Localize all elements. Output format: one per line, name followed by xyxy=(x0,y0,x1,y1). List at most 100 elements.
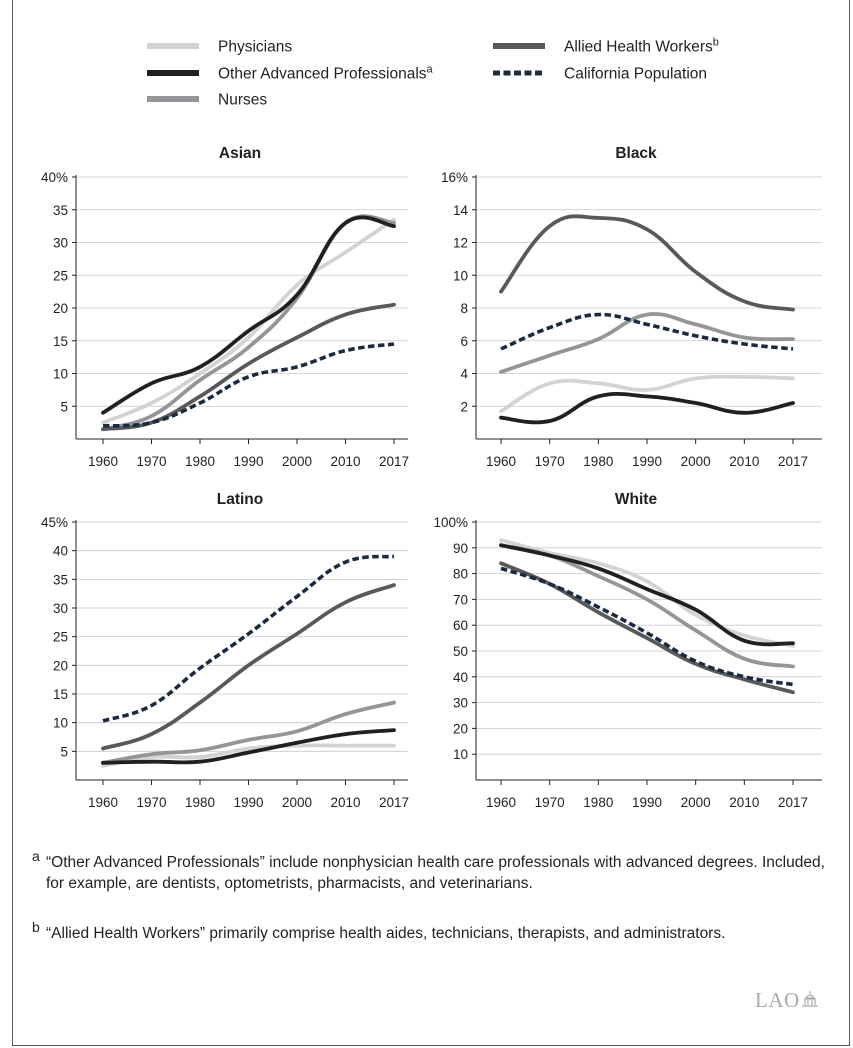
x-tick-label-latino: 2000 xyxy=(282,795,312,810)
footnote-b-mark: b xyxy=(32,919,40,935)
footnote-b: b “Allied Health Workers” primarily comp… xyxy=(32,919,832,944)
y-tick-label-white: 100% xyxy=(433,515,468,530)
series-line-white-california-population xyxy=(500,566,794,687)
x-tick-label-latino: 1960 xyxy=(88,795,118,810)
x-tick-label-asian: 1970 xyxy=(136,454,166,469)
series-line-black-california-population xyxy=(500,312,794,351)
chart-title-white: White xyxy=(615,491,658,508)
chart-asian: Asian 5 10 15 20 25 30 35 40% 1960 1970 1980 1990 200… xyxy=(41,145,409,469)
y-tick-label-white: 80 xyxy=(453,567,468,582)
x-tick-label-asian: 2017 xyxy=(379,454,409,469)
series-line-black-allied-health-workers xyxy=(499,214,795,312)
series-line-white-other-advanced-professionals xyxy=(499,543,795,647)
y-tick-label-asian: 5 xyxy=(60,399,68,414)
series-line-black-nurses xyxy=(499,312,795,374)
y-tick-label-black: 16% xyxy=(441,170,468,185)
y-tick-label-latino: 45% xyxy=(41,515,68,530)
x-tick-label-black: 1990 xyxy=(632,454,662,469)
x-tick-label-white: 2000 xyxy=(681,795,711,810)
y-tick-label-black: 4 xyxy=(460,367,468,382)
x-tick-label-white: 2010 xyxy=(729,795,759,810)
x-tick-label-white: 1990 xyxy=(632,795,662,810)
x-tick-label-white: 1970 xyxy=(535,795,565,810)
y-tick-label-white: 20 xyxy=(453,721,468,736)
y-tick-label-black: 8 xyxy=(460,301,468,316)
y-tick-label-latino: 10 xyxy=(53,716,68,731)
legend-item-other-advanced-professionals: Other Advanced Professionalsa xyxy=(147,64,434,83)
x-tick-label-asian: 1990 xyxy=(233,454,263,469)
y-tick-label-white: 90 xyxy=(453,541,468,556)
x-tick-label-latino: 1990 xyxy=(233,795,263,810)
x-tick-label-asian: 1980 xyxy=(185,454,215,469)
legend-label-nurses: Nurses xyxy=(218,92,267,109)
series-line-asian-california-population xyxy=(102,342,395,428)
chart-title-black: Black xyxy=(615,145,657,162)
chart-white: White 10 20 30 40 50 60 70 80 90 100% 1960 1970 1980 1… xyxy=(433,491,822,810)
y-tick-label-asian: 40% xyxy=(41,170,68,185)
series-line-white-nurses xyxy=(499,543,795,669)
x-tick-label-black: 2000 xyxy=(681,454,711,469)
lao-logo-text: LAO xyxy=(755,988,800,1012)
series-line-latino-other-advanced-professionals xyxy=(101,728,396,765)
y-tick-label-black: 2 xyxy=(460,399,468,414)
footnote-a: a “Other Advanced Professionals” include… xyxy=(32,848,832,894)
series-line-asian-allied-health-workers xyxy=(101,302,396,432)
legend-item-allied-health-workers: Allied Health Workersb xyxy=(493,37,719,56)
y-tick-label-white: 60 xyxy=(453,618,468,633)
figure-frame xyxy=(12,0,850,1046)
legend: Physicians Other Advanced Professionalsa N… xyxy=(147,37,719,109)
y-tick-label-asian: 25 xyxy=(53,268,68,283)
footnote-a-mark: a xyxy=(32,848,40,864)
y-tick-label-black: 10 xyxy=(453,268,468,283)
x-tick-label-black: 1980 xyxy=(583,454,613,469)
legend-item-california-population: California Population xyxy=(493,66,707,83)
legend-item-physicians: Physicians xyxy=(147,39,292,56)
x-tick-label-asian: 1960 xyxy=(88,454,118,469)
y-tick-label-asian: 10 xyxy=(53,367,68,382)
series-line-asian-other-advanced-professionals xyxy=(101,215,396,415)
chart-title-asian: Asian xyxy=(219,145,261,162)
y-tick-label-latino: 5 xyxy=(60,744,68,759)
y-tick-label-latino: 30 xyxy=(53,601,68,616)
x-tick-label-black: 1970 xyxy=(535,454,565,469)
y-tick-label-white: 30 xyxy=(453,696,468,711)
y-tick-label-asian: 30 xyxy=(53,236,68,251)
chart-black: Black 2 4 6 8 10 12 14 16% 1960 1970 1980 1990 2000 20… xyxy=(441,145,822,469)
footnote-a-text: “Other Advanced Professionals” include n… xyxy=(46,854,825,892)
y-tick-label-asian: 35 xyxy=(53,203,68,218)
legend-item-nurses: Nurses xyxy=(147,92,267,109)
chart-title-latino: Latino xyxy=(217,491,264,508)
x-tick-label-asian: 2000 xyxy=(282,454,312,469)
y-tick-label-latino: 15 xyxy=(53,687,68,702)
y-tick-label-white: 40 xyxy=(453,670,468,685)
x-tick-label-latino: 2017 xyxy=(379,795,409,810)
x-tick-label-white: 2017 xyxy=(778,795,808,810)
chart-latino: Latino 5 10 15 20 25 30 35 40 45% 1960 1970 1980 1990… xyxy=(41,491,409,810)
charts-canvas: Physicians Other Advanced Professionalsa N… xyxy=(41,37,822,810)
legend-sup-allied: b xyxy=(713,37,719,49)
y-tick-label-white: 10 xyxy=(453,747,468,762)
lao-logo: LAO xyxy=(755,988,820,1013)
y-tick-label-black: 12 xyxy=(453,236,468,251)
y-tick-label-asian: 15 xyxy=(53,334,68,349)
series-line-latino-nurses xyxy=(101,700,396,765)
legend-label-allied: Allied Health Workersb xyxy=(564,37,719,56)
x-tick-label-black: 1960 xyxy=(486,454,516,469)
y-tick-label-asian: 20 xyxy=(53,301,68,316)
y-tick-label-black: 6 xyxy=(460,334,468,349)
x-tick-label-latino: 1970 xyxy=(136,795,166,810)
series-line-black-physicians xyxy=(499,374,795,414)
x-tick-label-latino: 2010 xyxy=(330,795,360,810)
x-tick-label-black: 2010 xyxy=(729,454,759,469)
series-line-latino-california-population xyxy=(102,554,395,723)
y-tick-label-white: 50 xyxy=(453,644,468,659)
y-tick-label-white: 70 xyxy=(453,592,468,607)
series-line-latino-allied-health-workers xyxy=(101,583,396,751)
legend-label-physicians: Physicians xyxy=(218,39,292,56)
series-line-latino-physicians xyxy=(101,743,396,768)
y-tick-label-latino: 35 xyxy=(53,572,68,587)
x-tick-label-black: 2017 xyxy=(778,454,808,469)
legend-label-other: Other Advanced Professionalsa xyxy=(218,64,434,83)
series-line-white-physicians xyxy=(499,538,795,648)
